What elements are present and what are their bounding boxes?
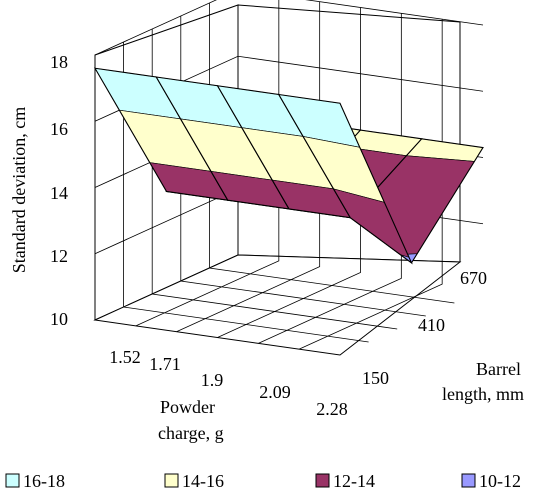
y-tick-label: 14 xyxy=(50,183,68,203)
depth-gridline xyxy=(217,7,361,338)
surface-cell xyxy=(277,93,413,265)
depth-gridline xyxy=(299,19,443,350)
z-axis: 150 410 670 Barrel length, mm xyxy=(362,268,524,404)
legend-swatch xyxy=(5,473,20,488)
width-gridline xyxy=(123,42,369,343)
legend-label: 14-16 xyxy=(182,471,224,491)
legend-label: 12-14 xyxy=(333,471,375,491)
y-tick-label: 12 xyxy=(50,246,68,266)
depth-gridline xyxy=(258,13,402,344)
z-axis-label-line1: Barrel xyxy=(476,359,521,379)
legend-swatch xyxy=(461,473,476,488)
y-tick-label: 18 xyxy=(50,52,68,72)
x-tick-label: 2.28 xyxy=(316,399,348,419)
y-axis-label: Standard deviation, cm xyxy=(9,107,29,273)
x-axis: 1.52 1.71 1.9 2.09 2.28 Powder charge, g xyxy=(109,347,348,443)
legend-label: 10-12 xyxy=(479,471,521,491)
legend-swatch xyxy=(164,473,179,488)
legend-swatch xyxy=(315,473,330,488)
y-axis: 10 12 14 16 18 Standard deviation, cm xyxy=(9,52,68,329)
surface xyxy=(93,67,484,265)
x-axis-label-line2: charge, g xyxy=(158,423,224,443)
y-tick-label: 16 xyxy=(50,119,68,139)
z-tick-label: 670 xyxy=(460,268,487,288)
z-tick-label: 150 xyxy=(362,368,389,388)
z-tick-label: 410 xyxy=(418,315,445,335)
depth-gridline xyxy=(135,0,280,327)
depth-gridline xyxy=(176,1,321,333)
x-tick-label: 2.09 xyxy=(259,382,291,402)
x-tick-label: 1.71 xyxy=(149,354,181,374)
y-tick-label: 10 xyxy=(50,309,68,329)
x-tick-label: 1.52 xyxy=(109,347,141,367)
x-axis-label-line1: Powder xyxy=(160,397,215,417)
x-tick-label: 1.9 xyxy=(201,370,224,390)
z-axis-label-line2: length, mm xyxy=(442,384,524,404)
legend-label: 16-18 xyxy=(23,471,65,491)
legend: 16-18 14-16 12-14 10-12 xyxy=(5,471,521,491)
